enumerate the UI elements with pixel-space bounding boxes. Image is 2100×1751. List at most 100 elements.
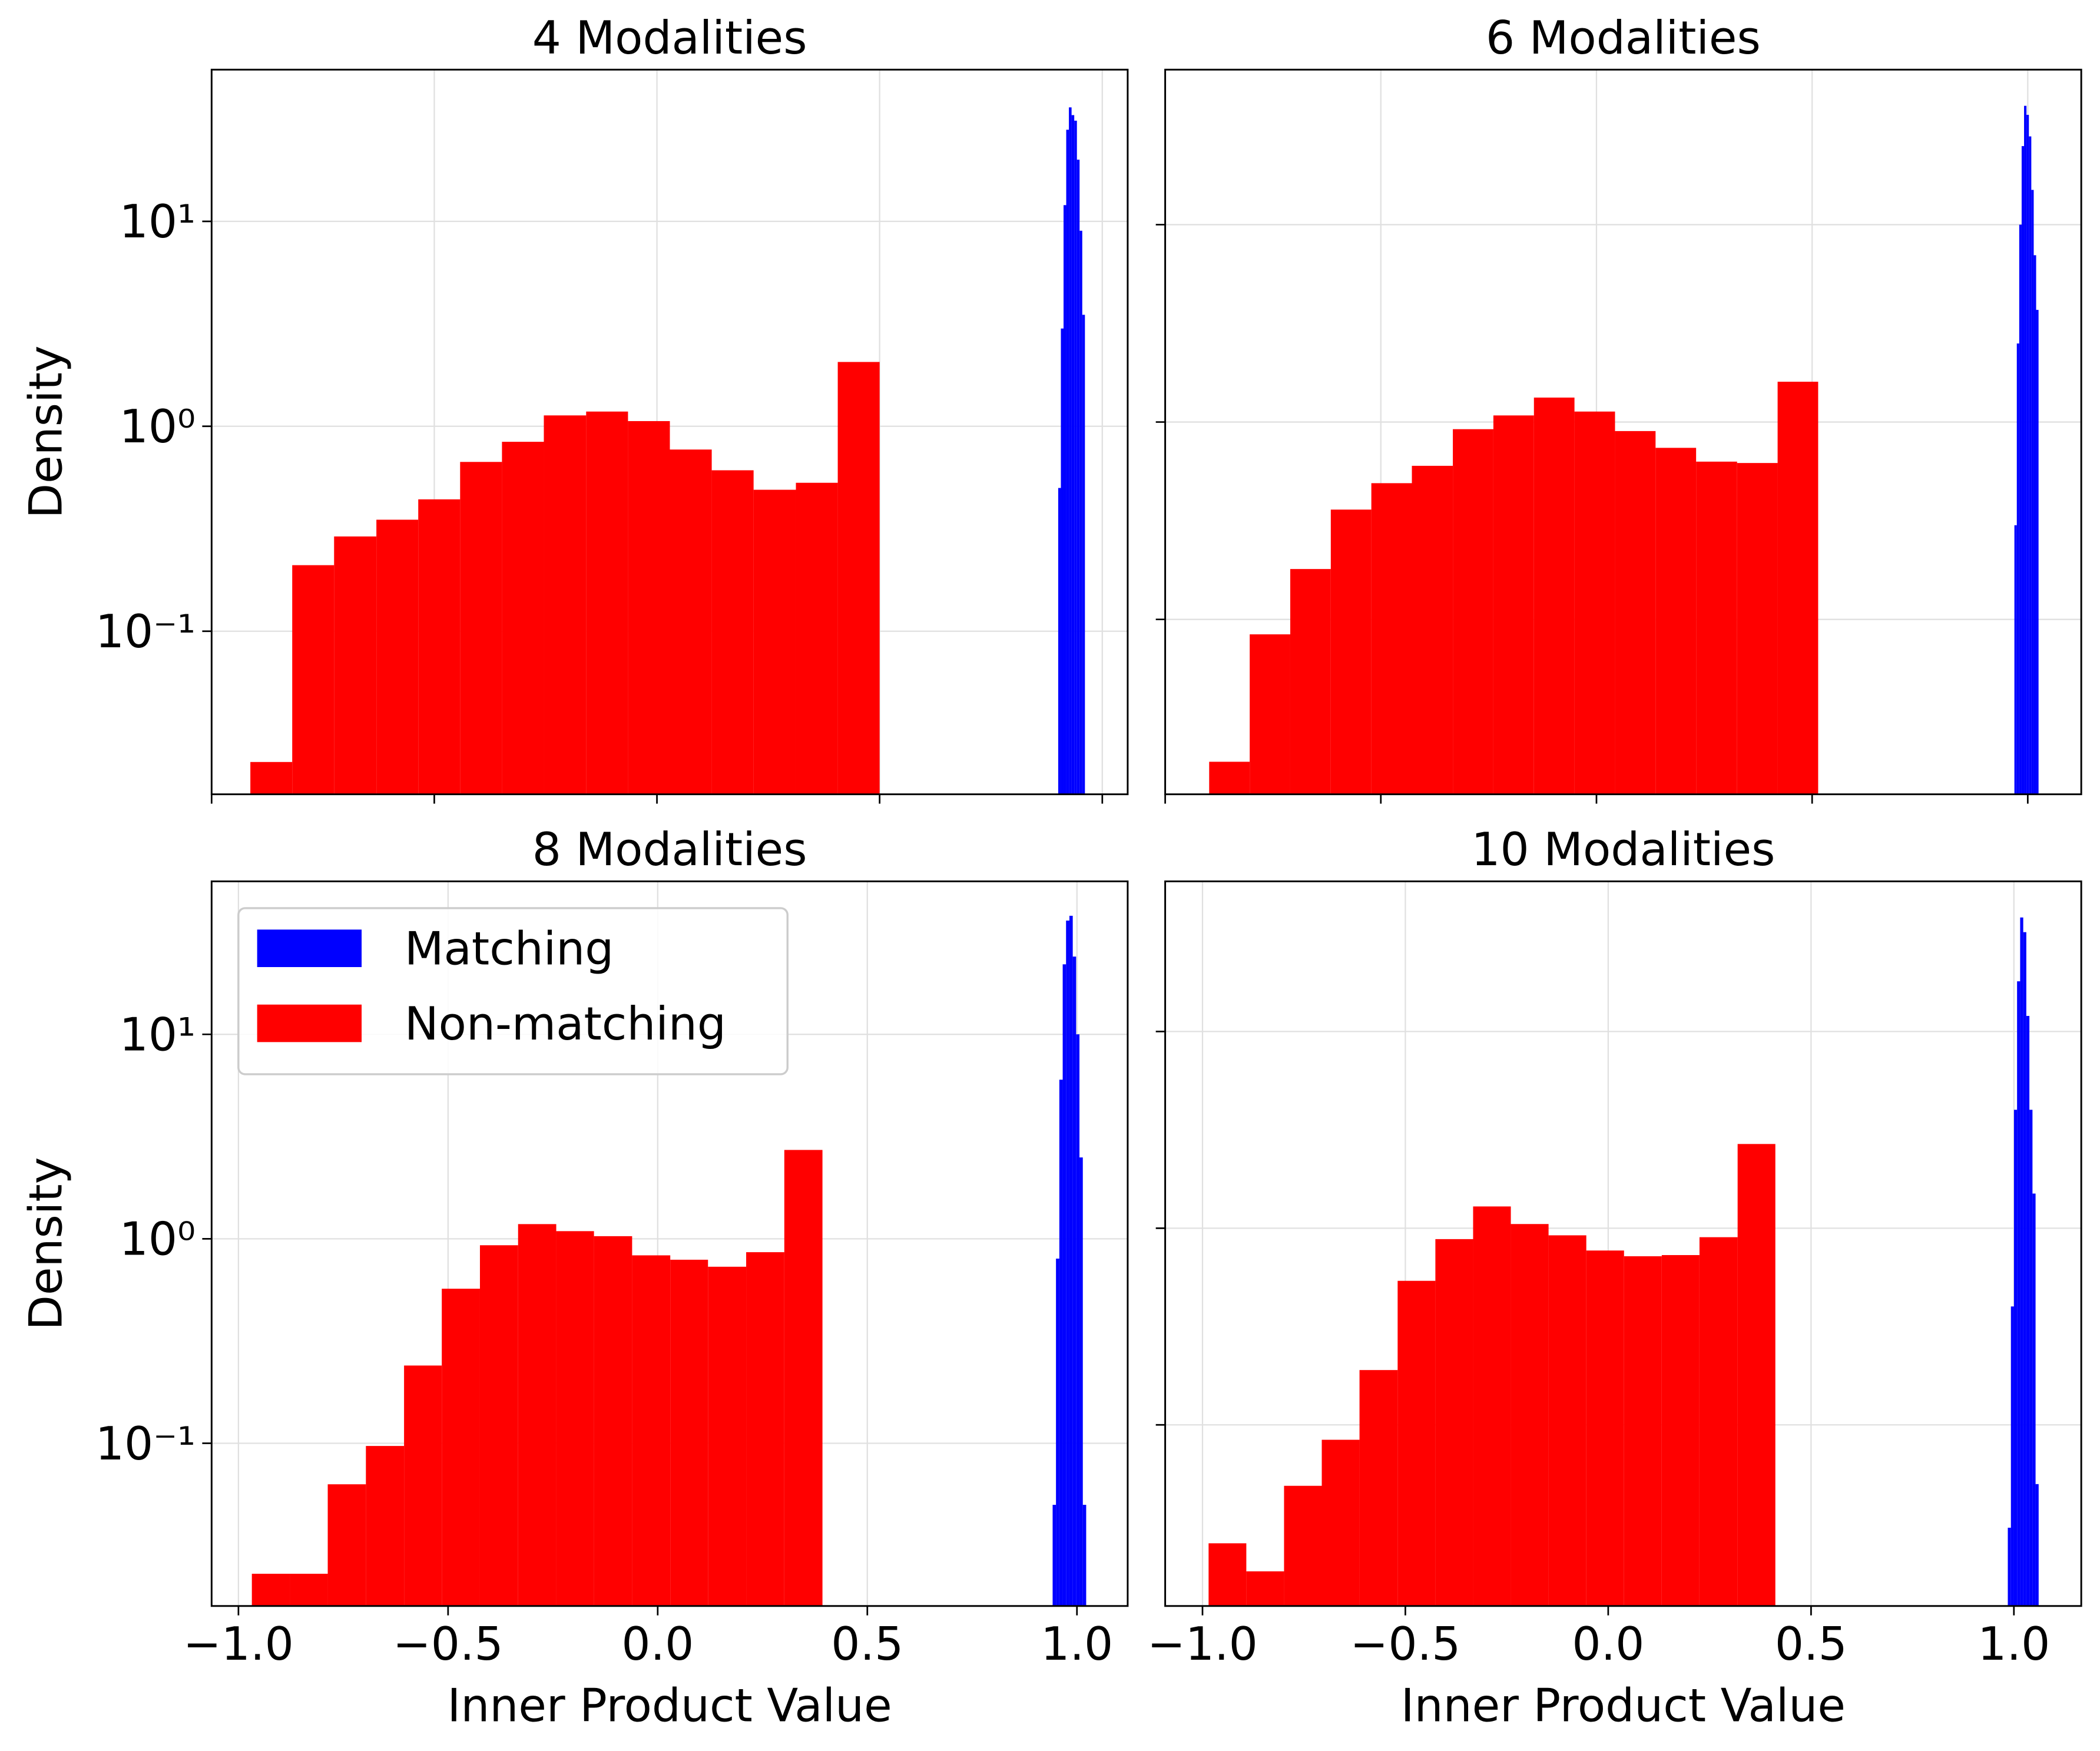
histogram-bar xyxy=(290,1574,328,1606)
histogram-bar xyxy=(1056,1258,1059,1606)
histogram-bar xyxy=(1066,921,1069,1606)
histogram-bar xyxy=(1737,463,1778,795)
legend: Matching Non-matching xyxy=(237,907,789,1075)
x-tick-label: 1.0 xyxy=(1041,1618,1113,1671)
histogram-bar xyxy=(1777,382,1819,795)
x-tick-label: 1.0 xyxy=(1978,1618,2050,1671)
histogram-bar xyxy=(1737,1144,1776,1606)
subplot: 10⁻¹ 10⁰ 10¹ 4 Modalities Density xyxy=(20,12,1129,804)
histogram-bar xyxy=(1284,1485,1322,1606)
histogram-bar xyxy=(418,499,461,795)
histogram-bar xyxy=(1330,509,1372,795)
histogram-bar xyxy=(366,1446,405,1606)
histogram-bar xyxy=(1548,1235,1586,1606)
x-axis-label: Inner Product Value xyxy=(1401,1679,1846,1732)
subplot-title: 10 Modalities xyxy=(1471,823,1775,876)
legend-box xyxy=(237,907,789,1075)
histogram-bar xyxy=(1066,130,1069,795)
x-tick-label: 0.5 xyxy=(1775,1618,1847,1671)
x-axis-label: Inner Product Value xyxy=(448,1679,892,1732)
histogram-bar xyxy=(1533,398,1575,795)
histogram-bar xyxy=(753,489,796,795)
histogram-bar xyxy=(1473,1206,1511,1606)
histogram-bar xyxy=(2020,917,2023,1606)
y-tick-label: 10¹ xyxy=(120,196,196,249)
histogram-bar xyxy=(1290,569,1331,795)
histogram-bar xyxy=(1321,1439,1360,1606)
histogram-bar xyxy=(2008,1527,2011,1606)
histogram-bar xyxy=(1076,1034,1080,1606)
y-tick-label: 10⁻¹ xyxy=(95,1418,196,1471)
x-tick-label: −1.0 xyxy=(183,1618,294,1671)
histogram-bar xyxy=(251,1574,290,1606)
histogram-bar xyxy=(1079,1157,1083,1606)
x-tick-label: −0.5 xyxy=(1350,1618,1461,1671)
histogram-bar xyxy=(334,536,377,795)
histogram-bar xyxy=(2014,525,2017,795)
histogram-bar xyxy=(1208,1543,1247,1606)
histogram-bar xyxy=(1696,461,1737,795)
histogram-bar xyxy=(1061,328,1064,795)
histogram-bar xyxy=(1069,915,1073,1606)
histogram-bar xyxy=(1586,1250,1624,1606)
y-tick-label: 10⁻¹ xyxy=(95,605,196,658)
axes-frame xyxy=(1164,68,2082,796)
histogram-bar xyxy=(1615,431,1656,795)
y-axis-label: Density xyxy=(20,345,73,518)
histogram-bar xyxy=(1059,1080,1063,1606)
histogram-bar xyxy=(1397,1280,1436,1606)
subplot: −1.0 −0.5 0.0 0.5 1.0 10 Modalities Inner Prod… xyxy=(1147,823,2082,1732)
histogram-bar xyxy=(2033,255,2036,795)
subplot-title: 4 Modalities xyxy=(532,12,807,65)
histogram-bar xyxy=(1435,1239,1473,1606)
histogram-bar xyxy=(837,362,880,795)
legend-label: Non-matching xyxy=(405,998,726,1051)
histogram-bar xyxy=(442,1289,480,1606)
histogram-bar xyxy=(746,1252,784,1606)
histogram-bar xyxy=(376,519,419,795)
histogram-bar xyxy=(1493,415,1534,795)
histogram-bar xyxy=(2026,1015,2030,1606)
histogram-bar xyxy=(1699,1237,1738,1606)
subplot-title: 6 Modalities xyxy=(1486,12,1761,65)
histogram-bar xyxy=(518,1224,557,1606)
histogram-bar xyxy=(1574,411,1615,795)
histogram-bar xyxy=(556,1231,594,1606)
histogram-bar xyxy=(404,1365,442,1606)
histogram-bar xyxy=(2013,1110,2018,1606)
x-tick-label: 0.0 xyxy=(1572,1618,1644,1671)
histogram-bar xyxy=(711,470,754,795)
histogram-bar xyxy=(2010,1306,2014,1606)
histogram-bar xyxy=(2035,1484,2039,1606)
histogram-bar xyxy=(1453,429,1493,795)
histogram-bar xyxy=(1082,315,1085,795)
subplot-title: 8 Modalities xyxy=(532,823,807,876)
histogram-bar xyxy=(2021,146,2025,795)
histogram-bar xyxy=(292,565,334,795)
histogram-bar xyxy=(670,449,712,795)
histogram-bar xyxy=(2026,115,2029,795)
histogram-bar xyxy=(1069,107,1072,795)
histogram-bar xyxy=(2032,1193,2036,1606)
histogram-bar xyxy=(2024,105,2027,795)
histogram-bar xyxy=(1655,448,1697,795)
histogram-bar xyxy=(1661,1255,1700,1606)
histogram-bar xyxy=(1624,1256,1662,1606)
axes-frame xyxy=(1164,880,2082,1607)
histogram-bar xyxy=(1082,1505,1087,1606)
y-tick-label: 10⁰ xyxy=(120,1213,196,1266)
axes-frame xyxy=(210,880,1129,1607)
histogram-bar xyxy=(1052,1505,1056,1606)
histogram-bar xyxy=(594,1236,632,1606)
histogram-bar xyxy=(784,1150,823,1606)
histogram-bar xyxy=(1511,1224,1549,1606)
histogram-bar xyxy=(632,1255,671,1606)
histogram-bar xyxy=(2036,310,2039,795)
histogram-bar xyxy=(2023,932,2026,1606)
histogram-bar xyxy=(1077,160,1080,795)
histogram-bar xyxy=(2031,190,2034,795)
y-tick-label: 10⁰ xyxy=(120,400,196,454)
subplot: −1.0 −0.5 0.0 0.5 1.0 10⁻¹ 10⁰ 10¹ 8 Modalities I… xyxy=(20,823,1129,1732)
histogram-bar xyxy=(2016,343,2019,795)
